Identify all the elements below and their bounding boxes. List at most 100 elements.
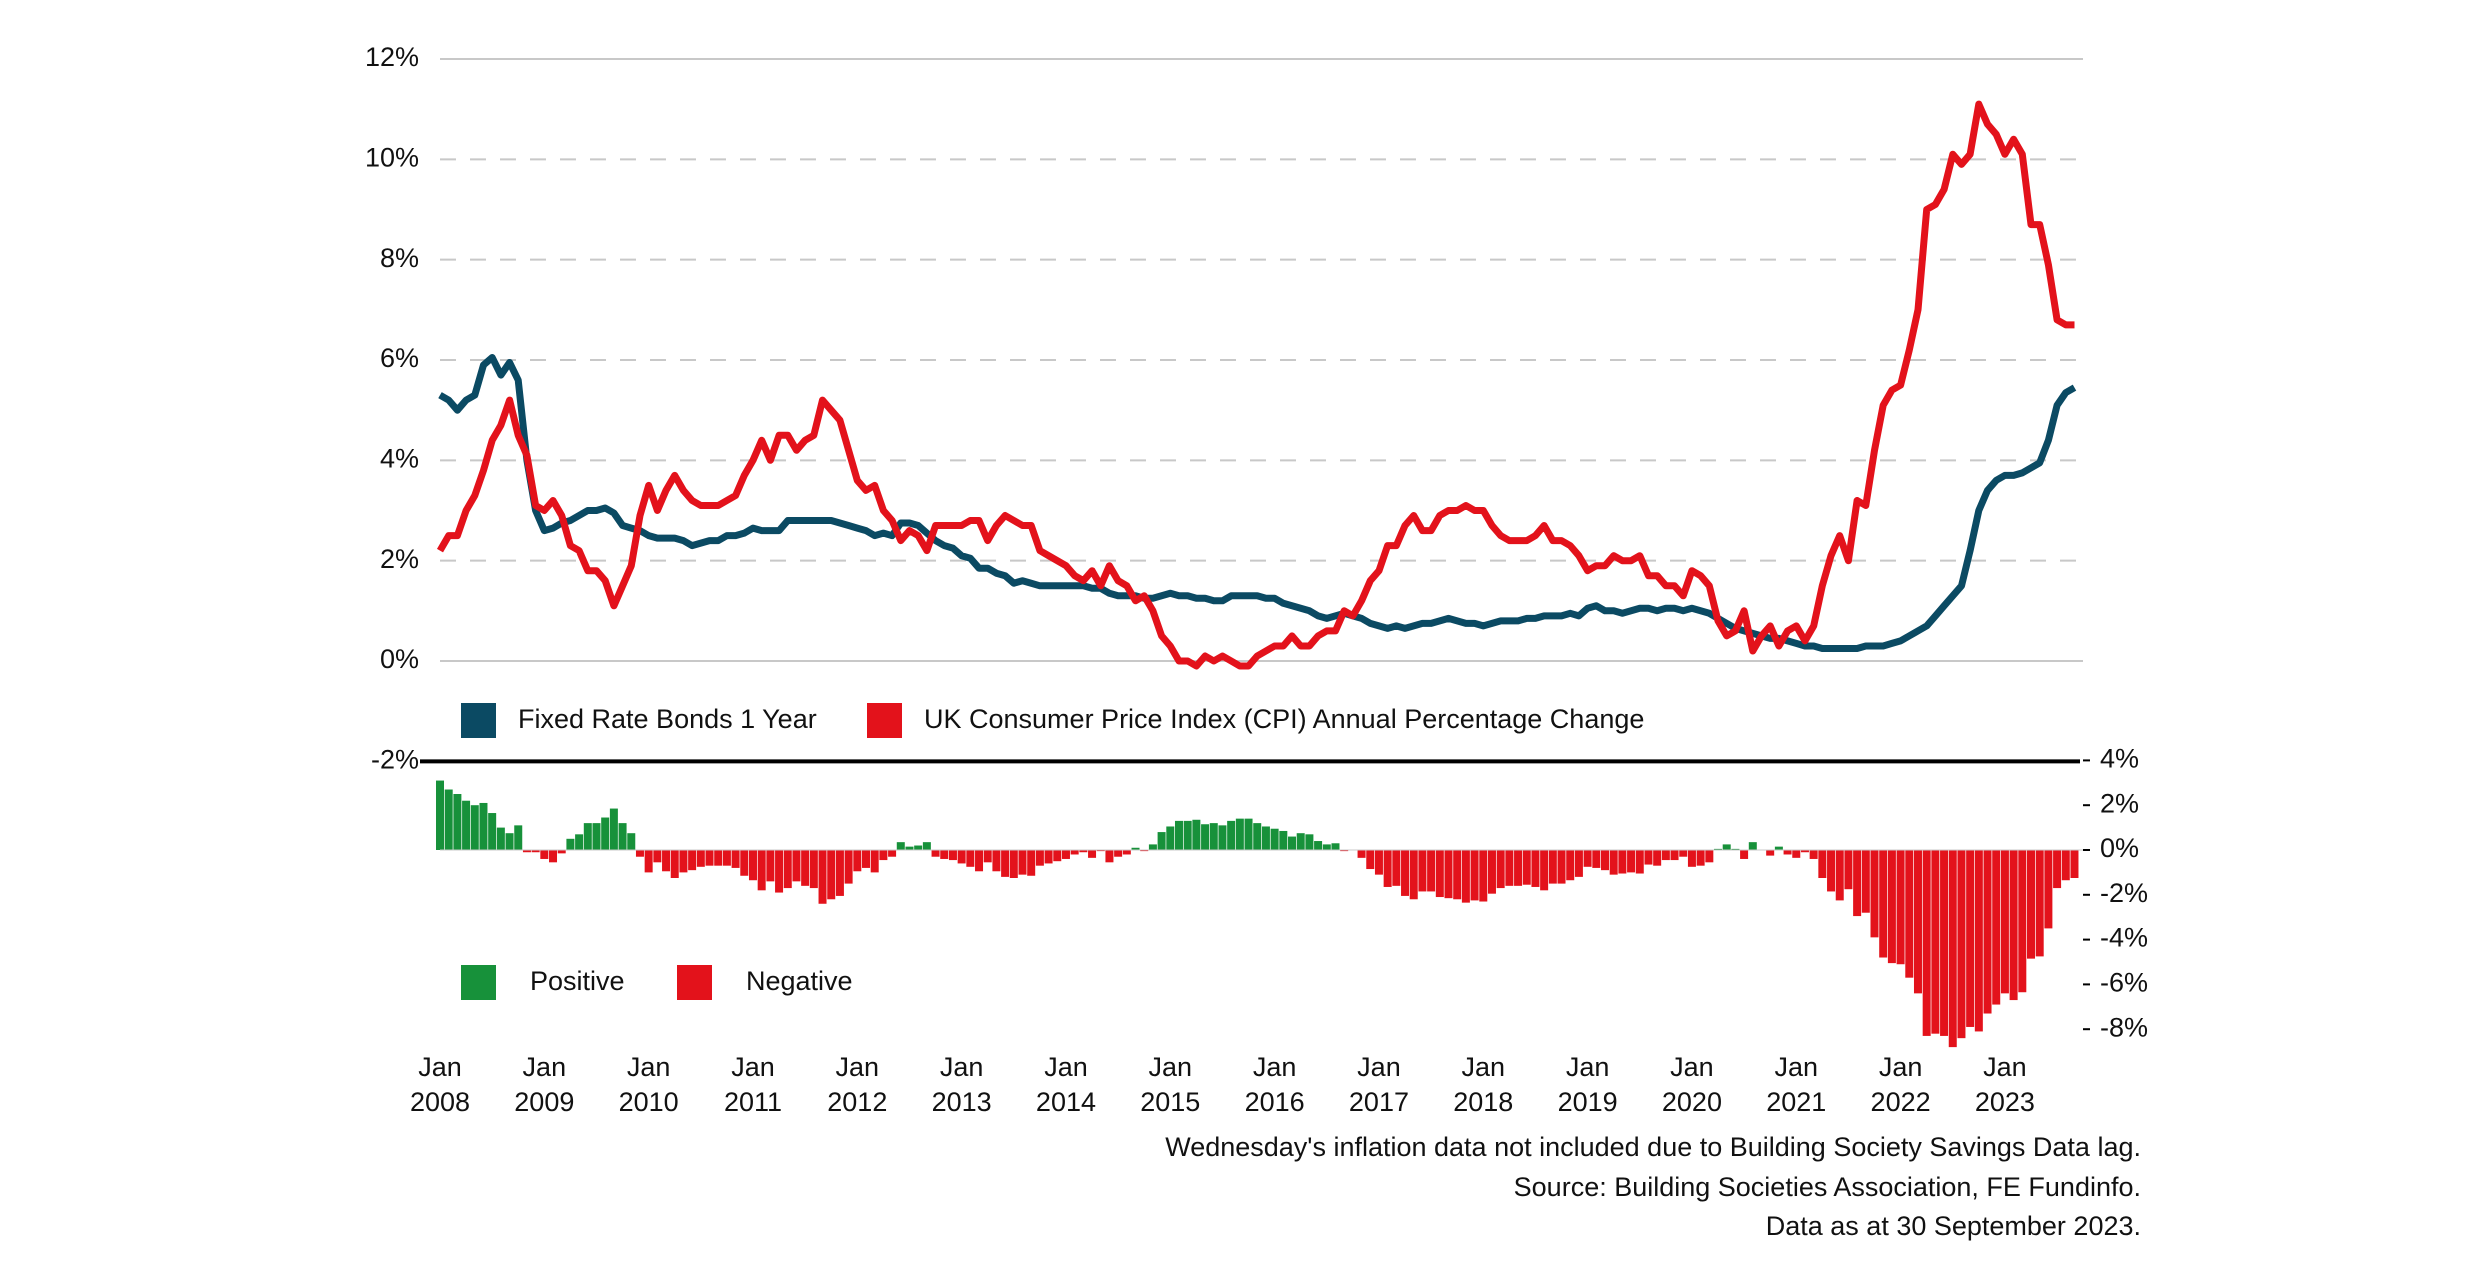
bar — [1461, 850, 1470, 903]
bar — [1879, 850, 1888, 958]
bar — [966, 850, 975, 867]
footnote: Wednesday's inflation data not included … — [1165, 1132, 2141, 1162]
bar — [444, 789, 453, 850]
legend-swatch — [461, 703, 496, 738]
bar — [975, 850, 984, 872]
x-tick-label: Jan 2015 — [1140, 1052, 1200, 1117]
bar — [540, 850, 549, 859]
x-tick-month: Jan — [1774, 1052, 1818, 1082]
bar — [462, 800, 471, 850]
y-tick-label: -2% — [371, 744, 419, 774]
x-tick-year: 2023 — [1975, 1087, 2035, 1117]
bar — [757, 850, 766, 891]
bar — [1835, 850, 1844, 901]
bar — [1635, 850, 1644, 874]
bar — [2053, 850, 2062, 889]
bar — [1740, 850, 1749, 859]
bar — [1131, 847, 1140, 850]
bar — [714, 850, 723, 866]
x-tick-year: 2012 — [827, 1087, 887, 1117]
y-tick-label: 12% — [365, 42, 419, 72]
bar — [1018, 850, 1027, 875]
bar — [818, 850, 827, 904]
bar — [940, 850, 949, 859]
bar — [1418, 850, 1427, 892]
x-tick-label: Jan 2012 — [827, 1052, 887, 1117]
bar — [1809, 850, 1818, 859]
bar — [1583, 850, 1592, 867]
bar — [1853, 850, 1862, 917]
bar — [931, 850, 940, 857]
bar — [1148, 844, 1157, 850]
x-tick-label: Jan 2011 — [724, 1052, 782, 1117]
bar — [1983, 850, 1992, 1014]
bar — [1322, 844, 1331, 850]
bar — [1783, 850, 1792, 855]
bar — [1288, 836, 1297, 850]
bar — [1792, 850, 1801, 858]
bar — [1800, 850, 1809, 853]
x-tick-month: Jan — [731, 1052, 775, 1082]
bar — [1105, 850, 1114, 863]
x-tick-month: Jan — [1566, 1052, 1610, 1082]
x-tick-month: Jan — [1149, 1052, 1193, 1082]
bar — [1340, 850, 1349, 852]
bar — [618, 823, 627, 850]
bar — [1001, 850, 1010, 877]
x-tick-label: Jan 2021 — [1766, 1052, 1826, 1117]
bar — [1557, 850, 1566, 884]
bar — [1592, 850, 1601, 868]
bar — [1122, 850, 1131, 855]
bar — [531, 850, 540, 853]
bar — [1279, 830, 1288, 850]
x-tick-month: Jan — [1462, 1052, 1506, 1082]
bar — [496, 827, 505, 850]
bar — [775, 850, 784, 893]
bar — [1079, 850, 1088, 853]
bar — [1966, 850, 1975, 1027]
bar — [1940, 850, 1949, 1036]
bar — [2027, 850, 2036, 959]
bar — [1401, 850, 1410, 896]
y-tick-label: 2% — [380, 544, 419, 574]
bar — [670, 850, 679, 878]
bar — [1227, 820, 1236, 850]
bar — [766, 850, 775, 882]
legend-label: UK Consumer Price Index (CPI) Annual Per… — [924, 704, 1644, 734]
x-tick-year: 2015 — [1140, 1087, 1200, 1117]
bar — [792, 850, 801, 882]
bar — [1844, 850, 1853, 890]
x-tick-year: 2019 — [1558, 1087, 1618, 1117]
bar — [948, 850, 957, 861]
bar — [1957, 850, 1966, 1039]
bar — [1331, 843, 1340, 850]
bar — [696, 850, 705, 867]
bar — [809, 850, 818, 889]
x-tick-year: 2020 — [1662, 1087, 1722, 1117]
x-tick-label: Jan 2022 — [1871, 1052, 1931, 1117]
bar — [1444, 850, 1453, 899]
bar — [575, 834, 584, 850]
bar — [896, 842, 905, 850]
bar — [1540, 850, 1549, 891]
legend-label: Negative — [746, 966, 853, 996]
bar — [1392, 850, 1401, 886]
bar — [1627, 850, 1636, 873]
bar — [731, 850, 740, 868]
bar — [1183, 820, 1192, 850]
x-tick-year: 2009 — [514, 1087, 574, 1117]
bar — [1296, 833, 1305, 850]
bar — [1714, 848, 1723, 850]
legend-swatch — [867, 703, 902, 738]
x-tick-year: 2008 — [410, 1087, 470, 1117]
bar — [1270, 828, 1279, 850]
bar — [1861, 850, 1870, 913]
bar — [1679, 850, 1688, 857]
x-tick-label: Jan 2018 — [1453, 1052, 1513, 1117]
bar — [1174, 820, 1183, 850]
x-tick-month: Jan — [1044, 1052, 1088, 1082]
bar — [653, 850, 662, 863]
x-tick-label: Jan 2023 — [1975, 1052, 2035, 1117]
bar — [1992, 850, 2001, 1005]
